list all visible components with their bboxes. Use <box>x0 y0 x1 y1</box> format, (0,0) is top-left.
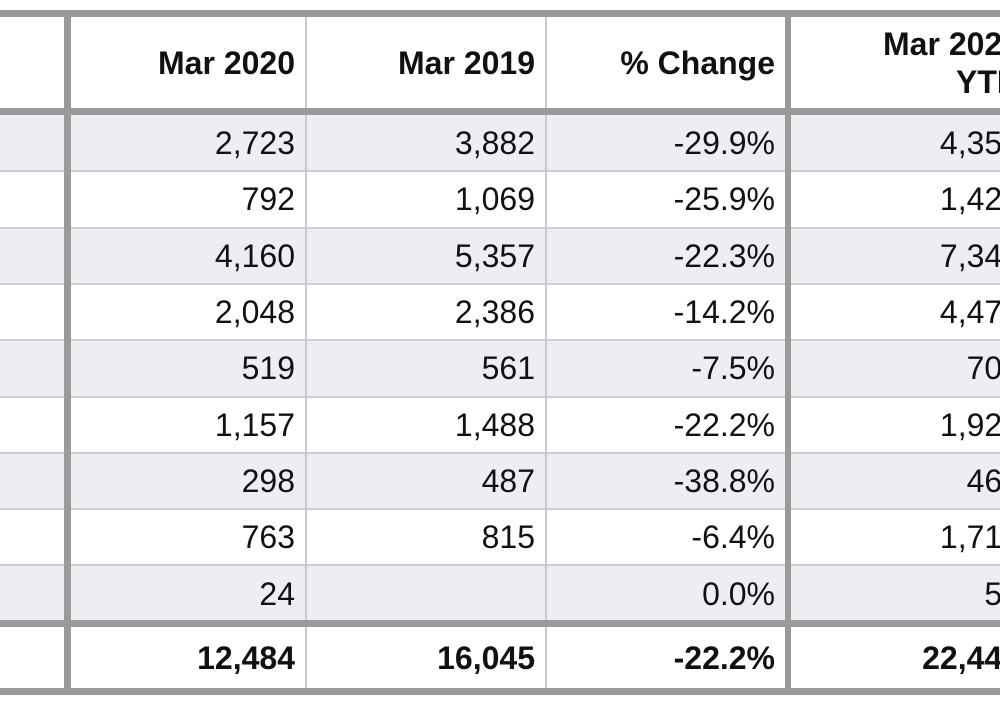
border-bottom <box>0 688 1000 695</box>
table-cell: 561 <box>481 350 535 387</box>
row-divider <box>0 282 1000 285</box>
row-background <box>0 565 1000 622</box>
table-cell: 3,882 <box>454 125 535 162</box>
table-cell: 2,048 <box>214 294 295 331</box>
row-background <box>0 171 1000 228</box>
total-cell: 12,484 <box>197 639 295 676</box>
table-cell: 1,715 <box>939 519 1000 556</box>
row-divider <box>0 170 1000 173</box>
table-cell: -6.4% <box>691 519 775 556</box>
row-divider <box>0 339 1000 342</box>
table-cell: -25.9% <box>673 181 775 218</box>
table-cell: -14.2% <box>673 294 775 331</box>
table-cell: 24 <box>259 575 295 612</box>
table-cell: 7,341 <box>939 237 1000 274</box>
total-cell: 16,045 <box>437 639 535 676</box>
border-mid <box>785 10 791 695</box>
row-background <box>0 396 1000 453</box>
row-divider <box>0 508 1000 511</box>
row-divider <box>0 564 1000 567</box>
table-cell: 298 <box>241 462 295 499</box>
table-cell: -29.9% <box>673 125 775 162</box>
row-background <box>0 452 1000 510</box>
row-background <box>0 340 1000 397</box>
table-cell: 462 <box>966 462 1000 499</box>
table-cell: 519 <box>241 350 295 387</box>
column-divider <box>305 17 307 688</box>
column-divider <box>545 17 547 688</box>
table-cell: 792 <box>241 181 295 218</box>
table-cell: 1,924 <box>939 406 1000 443</box>
border-above-total <box>0 620 1000 627</box>
table-cell: -22.2% <box>673 406 775 443</box>
table-cell: 53 <box>984 575 1000 612</box>
table-cell: 2,723 <box>214 125 295 162</box>
column-header: Mar 2019 <box>398 44 535 81</box>
row-divider <box>0 395 1000 398</box>
table-cell: 763 <box>241 519 295 556</box>
table-cell: 4,353 <box>939 125 1000 162</box>
table-cell: 815 <box>481 519 535 556</box>
table-cell: -38.8% <box>673 462 775 499</box>
border-top <box>0 10 1000 17</box>
row-background <box>0 115 1000 172</box>
table-cell: 4,477 <box>939 294 1000 331</box>
column-header: Mar 2020 <box>158 44 295 81</box>
table-cell: 487 <box>481 462 535 499</box>
table-cell: 2,386 <box>454 294 535 331</box>
table-cell: -22.3% <box>673 237 775 274</box>
table-cell: 1,157 <box>214 406 295 443</box>
table-cell: 1,069 <box>454 181 535 218</box>
total-cell: 22,449 <box>922 639 1000 676</box>
border-left-col <box>64 10 71 695</box>
row-background <box>0 227 1000 284</box>
row-background <box>0 283 1000 341</box>
row-background <box>0 509 1000 566</box>
table-cell: 704 <box>966 350 1000 387</box>
total-cell: -22.2% <box>673 639 775 676</box>
row-divider <box>0 226 1000 229</box>
row-divider <box>0 451 1000 454</box>
table-cell: -7.5% <box>691 350 775 387</box>
table-cell: 0.0% <box>702 575 775 612</box>
table-cell: 1,488 <box>454 406 535 443</box>
table-cell: 1,420 <box>939 181 1000 218</box>
column-header: % Change <box>620 44 775 81</box>
table-cell: 4,160 <box>214 237 295 274</box>
border-under-header <box>0 108 1000 115</box>
column-header: Mar 2020 YTD <box>883 25 1000 100</box>
table-cell: 5,357 <box>454 237 535 274</box>
